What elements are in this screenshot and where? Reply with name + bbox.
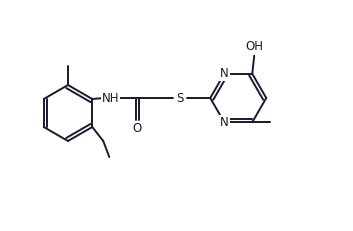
Text: N: N [220, 67, 229, 80]
Text: NH: NH [102, 91, 119, 104]
Text: N: N [220, 116, 229, 129]
Text: S: S [176, 91, 184, 104]
Text: O: O [133, 122, 142, 136]
Text: OH: OH [245, 40, 263, 53]
